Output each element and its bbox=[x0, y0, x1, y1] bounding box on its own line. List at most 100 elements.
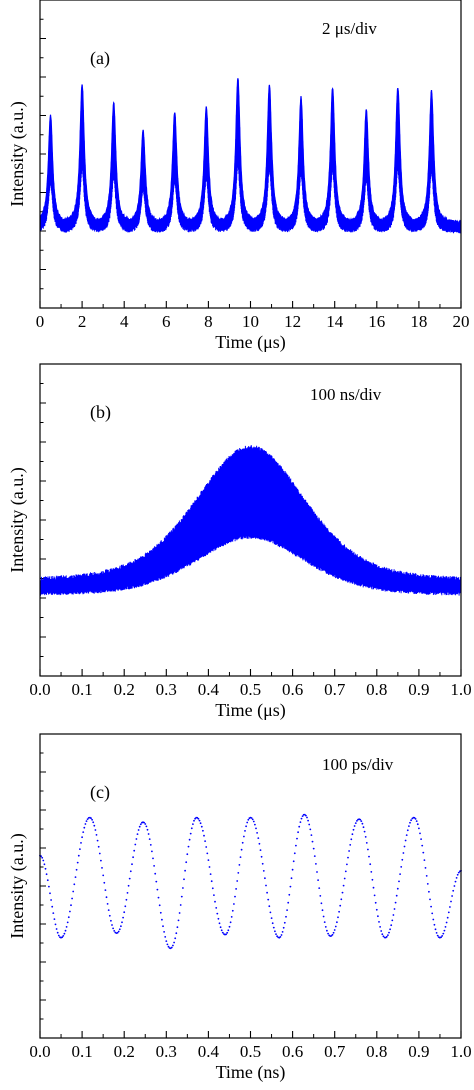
panel-c-sample-point bbox=[324, 926, 327, 928]
panel-b: 0.0 0.1 0.2 0.3 0.4 0.5 0.6 0.7 0.8 0.9 1.0 Time (… bbox=[7, 363, 472, 721]
panel-c-x-tick-label: 0.3 bbox=[156, 1042, 177, 1061]
panel-c-sample-point bbox=[454, 880, 457, 883]
panel-c-sample-point bbox=[403, 845, 406, 848]
panel-c-sample-point bbox=[297, 831, 299, 834]
panel-c-sample-point bbox=[254, 823, 256, 826]
panel-c-sample-point bbox=[135, 838, 138, 840]
panel-c-sample-point bbox=[245, 825, 248, 828]
panel-c-sample-point bbox=[126, 892, 129, 894]
panel-c-sample-point bbox=[101, 867, 103, 869]
panel-c-sample-point bbox=[62, 935, 65, 937]
panel-c-x-tick-label: 0.5 bbox=[240, 1042, 261, 1061]
panel-c-trace bbox=[39, 813, 462, 950]
panel-c-sample-point bbox=[455, 877, 458, 879]
panel-c-sample-point bbox=[395, 894, 398, 897]
panel-c-sample-point bbox=[338, 910, 340, 913]
panel-c-sample-point bbox=[353, 825, 356, 827]
panel-c-sample-point bbox=[363, 830, 366, 833]
panel-c-sample-point bbox=[64, 929, 67, 932]
panel-c-sample-point bbox=[422, 851, 425, 854]
panel-c-sample-point bbox=[71, 897, 73, 900]
panel-c-sample-point bbox=[361, 822, 364, 825]
panel-c-sample-point bbox=[380, 930, 383, 932]
panel-c-sample-point bbox=[42, 859, 45, 862]
panel-c-sample-point bbox=[55, 928, 58, 930]
panel-c-sample-point bbox=[326, 929, 328, 932]
panel-a-y-axis-label: Intensity (a.u.) bbox=[7, 101, 28, 206]
panel-c-sample-point bbox=[94, 829, 97, 831]
panel-c-sample-point bbox=[365, 842, 368, 844]
panel-c-sample-point bbox=[309, 828, 312, 831]
panel-c-sample-point bbox=[275, 933, 277, 935]
panel-c-sample-point bbox=[117, 930, 120, 933]
panel-c-sample-point bbox=[418, 827, 420, 830]
panel-c-sample-point bbox=[441, 935, 444, 937]
panel-b-x-tick-label: 0.5 bbox=[240, 680, 261, 699]
panel-c-sample-point bbox=[93, 824, 96, 827]
panel-c-sample-point bbox=[75, 868, 78, 871]
panel-c-sample-point bbox=[419, 832, 421, 835]
panel-c-x-tick-label: 0.7 bbox=[324, 1042, 346, 1061]
panel-b-scale-annotation: 100 ns/div bbox=[310, 385, 382, 404]
panel-c-tag: (c) bbox=[90, 782, 110, 803]
panel-a-x-tick-label: 2 bbox=[78, 312, 87, 331]
panel-c-sample-point bbox=[265, 884, 267, 887]
panel-c-sample-point bbox=[266, 891, 268, 894]
panel-c-sample-point bbox=[352, 828, 355, 831]
panel-c-sample-point bbox=[250, 817, 253, 819]
panel-c-sample-point bbox=[368, 855, 370, 858]
panel-c-x-tick-label: 0.0 bbox=[29, 1042, 50, 1061]
panel-c-sample-point bbox=[45, 873, 48, 876]
panel-c-sample-point bbox=[293, 852, 296, 855]
panel-c-sample-point bbox=[164, 936, 167, 938]
panel-c-sample-point bbox=[451, 895, 453, 897]
panel-c-sample-point bbox=[398, 880, 400, 883]
panel-c-sample-point bbox=[161, 918, 163, 921]
panel-c-sample-point bbox=[322, 915, 325, 918]
panel-c-sample-point bbox=[261, 862, 264, 865]
panel-a: 0 2 4 6 8 10 12 14 16 18 20 Time (μs) Intensity (a… bbox=[7, 0, 470, 353]
panel-c-sample-point bbox=[394, 901, 397, 904]
panel-c-sample-point bbox=[154, 872, 157, 875]
panel-c-sample-point bbox=[98, 852, 101, 855]
panel-c-frame bbox=[39, 733, 462, 1039]
panel-c-sample-point bbox=[156, 888, 159, 891]
panel-c-sample-point bbox=[240, 848, 243, 851]
panel-c-sample-point bbox=[313, 855, 316, 857]
panel-c-sample-point bbox=[445, 921, 448, 924]
panel-c-sample-point bbox=[65, 926, 68, 928]
panel-c-sample-point bbox=[347, 856, 349, 859]
panel-c-sample-point bbox=[91, 818, 93, 821]
panel-c-x-tick-label: 0.8 bbox=[366, 1042, 387, 1061]
panel-c-sample-point bbox=[409, 821, 411, 824]
panel-c-sample-point bbox=[233, 903, 235, 905]
panel-c-sample-point bbox=[359, 818, 362, 821]
panel-c-sample-point bbox=[255, 827, 257, 830]
panel-c-sample-point bbox=[262, 870, 265, 872]
panel-c-sample-point bbox=[319, 895, 322, 897]
panel-c-sample-point bbox=[385, 935, 388, 938]
panel-c-sample-point bbox=[267, 898, 270, 901]
panel-c-sample-point bbox=[127, 884, 130, 887]
panel-c-sample-point bbox=[111, 924, 113, 926]
panel-c-sample-point bbox=[158, 904, 161, 907]
panel-c-sample-point bbox=[73, 883, 76, 886]
panel-c-sample-point bbox=[246, 821, 249, 824]
panel-c-sample-point bbox=[299, 821, 302, 823]
panel-c-sample-point bbox=[269, 911, 272, 914]
panel-c-sample-point bbox=[392, 914, 395, 916]
panel-c-sample-point bbox=[349, 844, 352, 846]
panel-c-sample-point bbox=[360, 820, 363, 822]
panel-c-sample-point bbox=[236, 880, 239, 882]
panel-c-sample-point bbox=[198, 819, 201, 822]
panel-c-sample-point bbox=[318, 887, 321, 889]
panel-c-sample-point bbox=[316, 871, 318, 873]
panel-c-sample-point bbox=[229, 921, 232, 924]
panel-c-sample-point bbox=[147, 833, 150, 835]
panel-c-sample-point bbox=[370, 871, 373, 873]
panel-b-tick-labels: 0.0 0.1 0.2 0.3 0.4 0.5 0.6 0.7 0.8 0.9 1.0 bbox=[29, 680, 471, 699]
panel-c-sample-point bbox=[268, 905, 271, 908]
panel-c-sample-point bbox=[108, 914, 111, 917]
panel-a-x-tick-label: 0 bbox=[36, 312, 45, 331]
panel-c-sample-point bbox=[259, 849, 262, 851]
